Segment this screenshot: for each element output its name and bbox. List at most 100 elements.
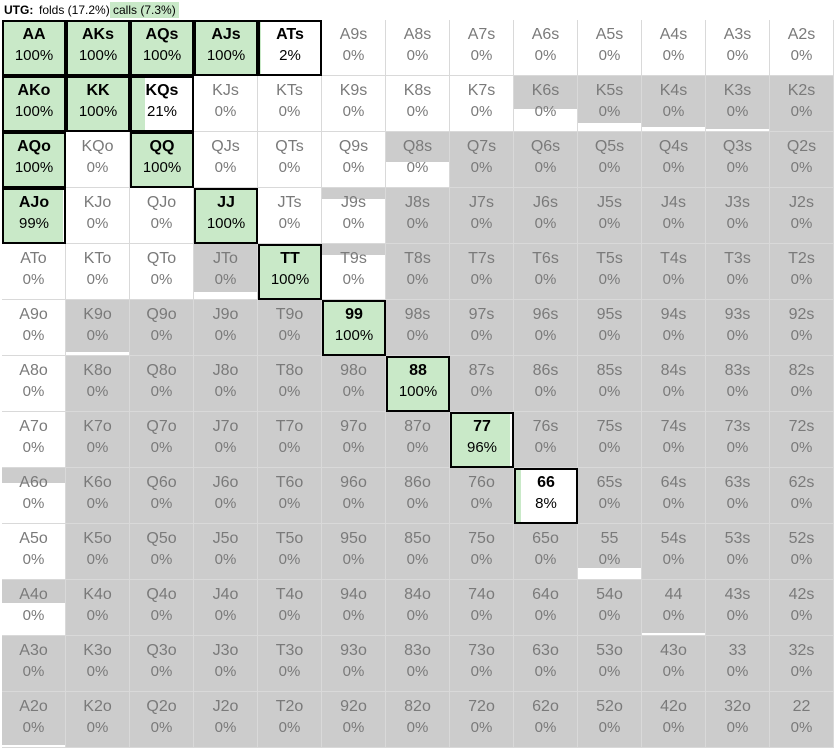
hand-cell-J2o[interactable]: J2o 0%	[194, 692, 258, 748]
hand-cell-J8o[interactable]: J8o 0%	[194, 356, 258, 412]
hand-cell-J4s[interactable]: J4s 0%	[642, 188, 706, 244]
hand-cell-K6s[interactable]: K6s 0%	[514, 76, 578, 132]
hand-cell-KK[interactable]: KK 100%	[66, 76, 130, 132]
hand-cell-QQ[interactable]: QQ 100%	[130, 132, 194, 188]
hand-cell-K3o[interactable]: K3o 0%	[66, 636, 130, 692]
hand-cell-Q6o[interactable]: Q6o 0%	[130, 468, 194, 524]
hand-cell-AKs[interactable]: AKs 100%	[66, 20, 130, 76]
hand-cell-52s[interactable]: 52s 0%	[770, 524, 834, 580]
hand-cell-K2s[interactable]: K2s 0%	[770, 76, 834, 132]
hand-cell-QTo[interactable]: QTo 0%	[130, 244, 194, 300]
hand-cell-73s[interactable]: 73s 0%	[706, 412, 770, 468]
hand-cell-64o[interactable]: 64o 0%	[514, 580, 578, 636]
hand-cell-64s[interactable]: 64s 0%	[642, 468, 706, 524]
hand-cell-Q7s[interactable]: Q7s 0%	[450, 132, 514, 188]
hand-cell-96s[interactable]: 96s 0%	[514, 300, 578, 356]
hand-cell-T7s[interactable]: T7s 0%	[450, 244, 514, 300]
hand-cell-72s[interactable]: 72s 0%	[770, 412, 834, 468]
hand-cell-K7s[interactable]: K7s 0%	[450, 76, 514, 132]
hand-cell-J9s[interactable]: J9s 0%	[322, 188, 386, 244]
hand-cell-T9s[interactable]: T9s 0%	[322, 244, 386, 300]
hand-cell-84s[interactable]: 84s 0%	[642, 356, 706, 412]
hand-cell-Q9s[interactable]: Q9s 0%	[322, 132, 386, 188]
hand-cell-T8o[interactable]: T8o 0%	[258, 356, 322, 412]
hand-cell-63o[interactable]: 63o 0%	[514, 636, 578, 692]
hand-cell-K5o[interactable]: K5o 0%	[66, 524, 130, 580]
hand-cell-42o[interactable]: 42o 0%	[642, 692, 706, 748]
hand-cell-A5s[interactable]: A5s 0%	[578, 20, 642, 76]
hand-cell-86o[interactable]: 86o 0%	[386, 468, 450, 524]
hand-cell-J4o[interactable]: J4o 0%	[194, 580, 258, 636]
hand-cell-K6o[interactable]: K6o 0%	[66, 468, 130, 524]
hand-cell-Q3s[interactable]: Q3s 0%	[706, 132, 770, 188]
hand-cell-98o[interactable]: 98o 0%	[322, 356, 386, 412]
hand-cell-98s[interactable]: 98s 0%	[386, 300, 450, 356]
hand-cell-A3o[interactable]: A3o 0%	[2, 636, 66, 692]
hand-cell-76s[interactable]: 76s 0%	[514, 412, 578, 468]
hand-cell-65s[interactable]: 65s 0%	[578, 468, 642, 524]
hand-cell-82s[interactable]: 82s 0%	[770, 356, 834, 412]
hand-cell-A9s[interactable]: A9s 0%	[322, 20, 386, 76]
hand-cell-99[interactable]: 99 100%	[322, 300, 386, 356]
hand-cell-95s[interactable]: 95s 0%	[578, 300, 642, 356]
hand-cell-A5o[interactable]: A5o 0%	[2, 524, 66, 580]
hand-cell-94o[interactable]: 94o 0%	[322, 580, 386, 636]
hand-cell-A4s[interactable]: A4s 0%	[642, 20, 706, 76]
hand-cell-88[interactable]: 88 100%	[386, 356, 450, 412]
hand-cell-T2o[interactable]: T2o 0%	[258, 692, 322, 748]
hand-cell-Q7o[interactable]: Q7o 0%	[130, 412, 194, 468]
hand-cell-43s[interactable]: 43s 0%	[706, 580, 770, 636]
hand-cell-93s[interactable]: 93s 0%	[706, 300, 770, 356]
hand-cell-62s[interactable]: 62s 0%	[770, 468, 834, 524]
hand-cell-K5s[interactable]: K5s 0%	[578, 76, 642, 132]
hand-cell-QJs[interactable]: QJs 0%	[194, 132, 258, 188]
hand-cell-Q8o[interactable]: Q8o 0%	[130, 356, 194, 412]
hand-cell-K9s[interactable]: K9s 0%	[322, 76, 386, 132]
hand-cell-A2o[interactable]: A2o 0%	[2, 692, 66, 748]
hand-cell-AKo[interactable]: AKo 100%	[2, 76, 66, 132]
hand-cell-86s[interactable]: 86s 0%	[514, 356, 578, 412]
hand-cell-QJo[interactable]: QJo 0%	[130, 188, 194, 244]
hand-cell-J7o[interactable]: J7o 0%	[194, 412, 258, 468]
hand-cell-T7o[interactable]: T7o 0%	[258, 412, 322, 468]
hand-cell-AA[interactable]: AA 100%	[2, 20, 66, 76]
hand-cell-JJ[interactable]: JJ 100%	[194, 188, 258, 244]
hand-cell-Q2o[interactable]: Q2o 0%	[130, 692, 194, 748]
hand-cell-Q6s[interactable]: Q6s 0%	[514, 132, 578, 188]
hand-cell-K8s[interactable]: K8s 0%	[386, 76, 450, 132]
hand-cell-32o[interactable]: 32o 0%	[706, 692, 770, 748]
hand-cell-85s[interactable]: 85s 0%	[578, 356, 642, 412]
hand-cell-42s[interactable]: 42s 0%	[770, 580, 834, 636]
hand-cell-43o[interactable]: 43o 0%	[642, 636, 706, 692]
hand-cell-Q2s[interactable]: Q2s 0%	[770, 132, 834, 188]
hand-cell-J8s[interactable]: J8s 0%	[386, 188, 450, 244]
hand-cell-73o[interactable]: 73o 0%	[450, 636, 514, 692]
hand-cell-A9o[interactable]: A9o 0%	[2, 300, 66, 356]
hand-cell-96o[interactable]: 96o 0%	[322, 468, 386, 524]
hand-cell-ATs[interactable]: ATs 2%	[258, 20, 322, 76]
hand-cell-83s[interactable]: 83s 0%	[706, 356, 770, 412]
hand-cell-A4o[interactable]: A4o 0%	[2, 580, 66, 636]
hand-cell-Q5s[interactable]: Q5s 0%	[578, 132, 642, 188]
hand-cell-T2s[interactable]: T2s 0%	[770, 244, 834, 300]
hand-cell-JTs[interactable]: JTs 0%	[258, 188, 322, 244]
hand-cell-44[interactable]: 44 0%	[642, 580, 706, 636]
hand-cell-55[interactable]: 55 0%	[578, 524, 642, 580]
hand-cell-A2s[interactable]: A2s 0%	[770, 20, 834, 76]
hand-cell-KJo[interactable]: KJo 0%	[66, 188, 130, 244]
hand-cell-83o[interactable]: 83o 0%	[386, 636, 450, 692]
hand-cell-AJo[interactable]: AJo 99%	[2, 188, 66, 244]
hand-cell-72o[interactable]: 72o 0%	[450, 692, 514, 748]
hand-cell-T9o[interactable]: T9o 0%	[258, 300, 322, 356]
hand-cell-K3s[interactable]: K3s 0%	[706, 76, 770, 132]
hand-cell-KQo[interactable]: KQo 0%	[66, 132, 130, 188]
hand-cell-AQo[interactable]: AQo 100%	[2, 132, 66, 188]
hand-cell-J6o[interactable]: J6o 0%	[194, 468, 258, 524]
hand-cell-A3s[interactable]: A3s 0%	[706, 20, 770, 76]
hand-cell-J7s[interactable]: J7s 0%	[450, 188, 514, 244]
hand-cell-66[interactable]: 66 8%	[514, 468, 578, 524]
hand-cell-J9o[interactable]: J9o 0%	[194, 300, 258, 356]
hand-cell-Q9o[interactable]: Q9o 0%	[130, 300, 194, 356]
hand-cell-53o[interactable]: 53o 0%	[578, 636, 642, 692]
hand-cell-J2s[interactable]: J2s 0%	[770, 188, 834, 244]
